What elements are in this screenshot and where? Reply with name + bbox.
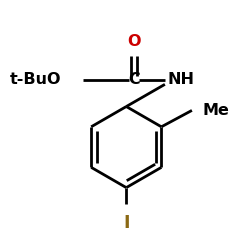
Text: C: C (128, 72, 140, 87)
Text: I: I (123, 214, 130, 232)
Text: NH: NH (168, 72, 195, 87)
Text: t-BuO: t-BuO (10, 72, 62, 87)
Text: O: O (127, 34, 141, 49)
Text: Me: Me (203, 103, 229, 118)
